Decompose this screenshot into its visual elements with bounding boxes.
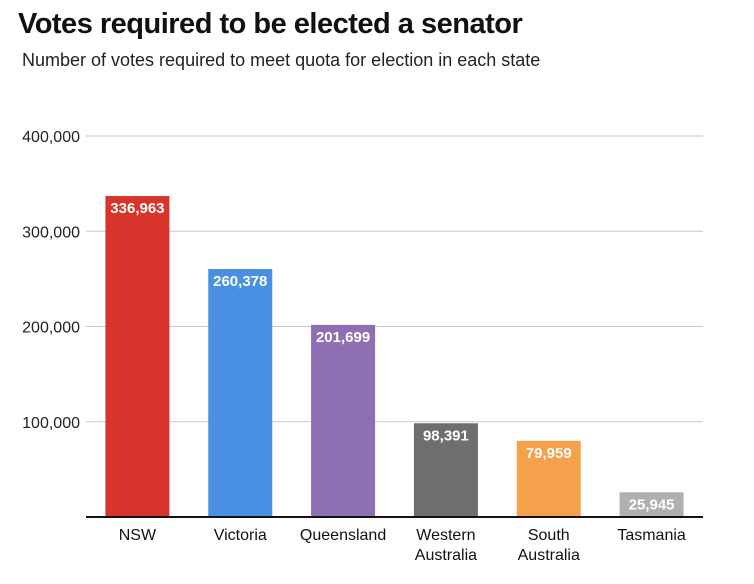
- bar-value-label: 336,963: [110, 200, 164, 217]
- x-category-label: Victoria: [214, 527, 267, 544]
- bar: [208, 268, 273, 517]
- x-category-label: Western: [416, 527, 475, 544]
- x-category-label: South: [528, 527, 570, 544]
- x-category-label: Queensland: [300, 527, 386, 544]
- bar-value-label: 98,391: [423, 427, 469, 444]
- x-category-label: Tasmania: [617, 527, 686, 544]
- x-category-label: Australia: [518, 547, 580, 564]
- y-tick-label: 400,000: [22, 129, 80, 146]
- bar: [311, 324, 376, 517]
- x-category-label: NSW: [119, 527, 157, 544]
- bar: [413, 423, 478, 517]
- chart-subtitle: Number of votes required to meet quota f…: [22, 50, 541, 70]
- y-tick-label: 300,000: [22, 224, 80, 241]
- bar-value-label: 79,959: [526, 445, 572, 462]
- chart-title: Votes required to be elected a senator: [18, 8, 523, 40]
- bar-value-label: 201,699: [316, 329, 370, 346]
- bar-value-label: 260,378: [213, 273, 267, 290]
- y-tick-label: 200,000: [22, 320, 80, 337]
- bar: [105, 196, 170, 518]
- x-category-label: Australia: [415, 547, 477, 564]
- bar: [516, 440, 581, 517]
- y-tick-label: 100,000: [22, 415, 80, 432]
- bar-value-label: 25,945: [629, 496, 675, 513]
- bar: [619, 492, 684, 517]
